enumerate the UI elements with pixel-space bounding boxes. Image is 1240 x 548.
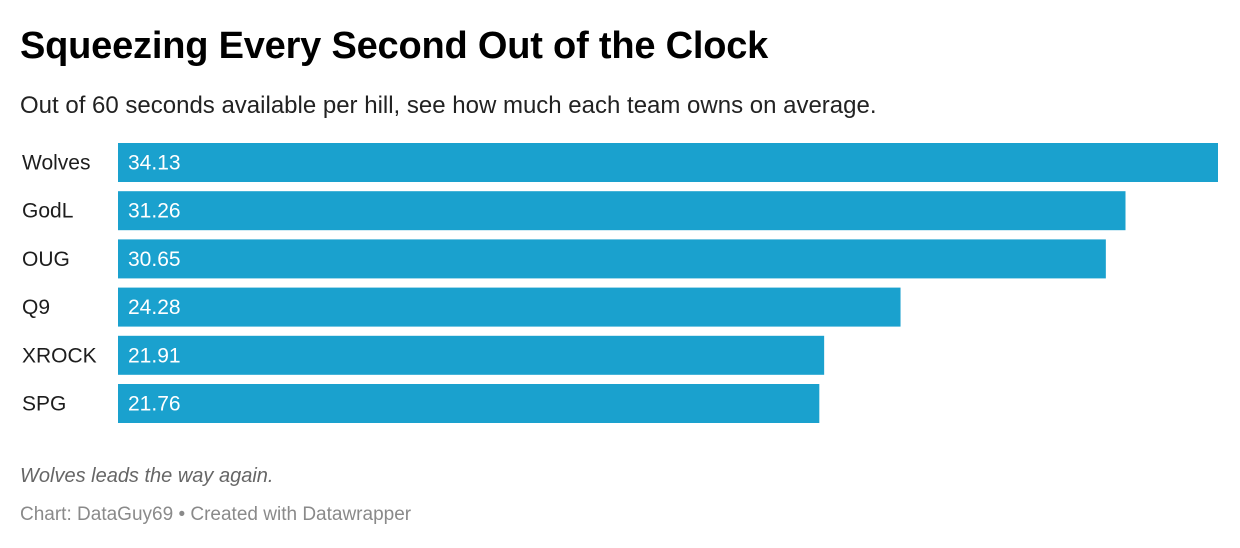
chart-credit: Chart: DataGuy69 • Created with Datawrap…: [20, 502, 411, 528]
value-label-xrock: 21.91: [128, 344, 181, 367]
source-label: Chart:: [20, 504, 72, 525]
category-label-oug: OUG: [22, 248, 70, 271]
bar-wolves: [118, 143, 1218, 182]
bar-row-spg: SPG 21.76: [22, 384, 820, 423]
bar-chart: Wolves 34.13 GodL 31.26 OUG 30.65 Q9 24.28 XROCK…: [20, 143, 1220, 425]
chart-title: Squeezing Every Second Out of the Clock: [20, 25, 769, 67]
category-label-xrock: XROCK: [22, 344, 97, 367]
credit-separator: •: [178, 504, 186, 525]
bar-row-godl: GodL 31.26: [22, 191, 1126, 231]
value-label-godl: 31.26: [128, 200, 181, 223]
bar-spg: [118, 384, 820, 423]
value-label-q9: 24.28: [128, 296, 181, 319]
value-label-wolves: 34.13: [128, 152, 181, 175]
category-label-wolves: Wolves: [22, 152, 90, 175]
category-label-godl: GodL: [22, 200, 73, 223]
bar-oug: [118, 239, 1106, 279]
bar-row-oug: OUG 30.65: [22, 239, 1106, 279]
category-label-q9: Q9: [22, 296, 50, 319]
value-label-oug: 30.65: [128, 248, 181, 271]
source-name: DataGuy69: [77, 504, 174, 525]
bar-xrock: [118, 335, 825, 375]
bar-row-xrock: XROCK 21.91: [22, 335, 825, 375]
category-label-spg: SPG: [22, 393, 66, 416]
chart-subtitle: Out of 60 seconds available per hill, se…: [20, 92, 877, 119]
value-label-spg: 21.76: [128, 393, 181, 416]
created-with: Created with Datawrapper: [190, 504, 412, 525]
bar-row-wolves: Wolves 34.13: [22, 143, 1218, 182]
chart-note: Wolves leads the way again.: [20, 465, 274, 487]
bar-q9: [118, 287, 901, 327]
bar-godl: [118, 191, 1126, 231]
bar-row-q9: Q9 24.28: [22, 287, 901, 327]
bar-chart-svg: Wolves 34.13 GodL 31.26 OUG 30.65 Q9 24.28 XROCK…: [22, 143, 1218, 423]
